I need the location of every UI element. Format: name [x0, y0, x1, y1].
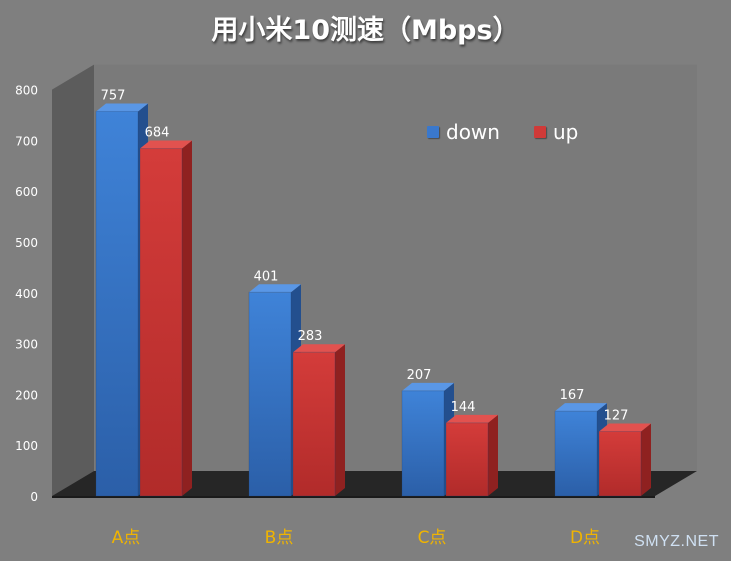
data-label-down: 401: [254, 269, 279, 284]
bar-front-down: [248, 291, 292, 497]
legend-label-up: up: [552, 120, 579, 144]
y-tick-label: 100: [15, 439, 38, 453]
y-tick-label: 600: [15, 185, 38, 199]
bars: 757 684 401 283 207 144 167 127: [95, 88, 651, 497]
bar-front-up: [445, 422, 489, 497]
legend-swatch-down: [427, 126, 439, 138]
floor: [52, 471, 697, 496]
data-label-up: 283: [298, 329, 323, 344]
y-tick-label: 300: [15, 338, 38, 352]
y-tick-label: 400: [15, 287, 38, 301]
bar-up-0: 684: [139, 126, 192, 497]
data-label-up: 144: [451, 400, 476, 415]
data-label-down: 207: [407, 368, 432, 383]
bar-side-up: [641, 423, 651, 496]
x-tick-label: D点: [570, 528, 600, 548]
legend-swatch-up: [533, 126, 546, 138]
data-label-up: 127: [604, 408, 629, 423]
bar-front-down: [554, 410, 598, 497]
bar-side-up: [182, 140, 192, 496]
bar-top-up: [293, 344, 345, 353]
bar-top-up: [446, 414, 498, 423]
x-tick-label: B点: [265, 528, 294, 548]
bar-side-up: [488, 414, 498, 496]
watermark: SMYZ.NET: [634, 533, 719, 550]
bar-front-up: [139, 148, 183, 497]
bar-top-down: [402, 382, 454, 391]
bar-top-down: [555, 403, 607, 412]
y-axis-ticks: 0 100 200 300 400 500 600 700 800: [15, 84, 38, 504]
bar-up-1: 283: [292, 329, 345, 497]
y-tick-label: 800: [15, 84, 38, 98]
bar-top-up: [599, 423, 651, 432]
x-tick-label: A点: [112, 528, 141, 548]
bar-front-down: [95, 110, 139, 497]
bar-top-down: [96, 103, 148, 112]
data-label-up: 684: [145, 126, 170, 141]
side-wall: [52, 64, 94, 496]
legend: down up: [427, 120, 578, 144]
legend-item-down: down: [427, 120, 500, 144]
y-tick-label: 500: [15, 236, 38, 250]
legend-item-up: up: [533, 120, 579, 144]
data-label-down: 167: [560, 388, 585, 403]
bar-front-up: [292, 351, 336, 497]
bar-top-down: [249, 284, 301, 293]
chart-title: 用小米10测速（Mbps）: [211, 15, 520, 46]
back-wall: [94, 64, 697, 471]
data-label-down: 757: [101, 88, 126, 103]
legend-label-down: down: [446, 120, 500, 144]
bar-side-up: [335, 344, 345, 496]
x-axis-labels: A点 B点 C点 D点: [112, 528, 600, 548]
chart-walls: [52, 64, 697, 498]
y-tick-label: 0: [30, 490, 38, 504]
y-tick-label: 200: [15, 388, 38, 402]
bar-up-2: 144: [445, 400, 498, 497]
bar-front-down: [401, 390, 445, 497]
bar-up-3: 127: [598, 408, 651, 497]
x-tick-label: C点: [418, 528, 447, 548]
y-tick-label: 700: [15, 134, 38, 148]
bar-front-up: [598, 430, 642, 497]
bar-top-up: [140, 140, 192, 149]
